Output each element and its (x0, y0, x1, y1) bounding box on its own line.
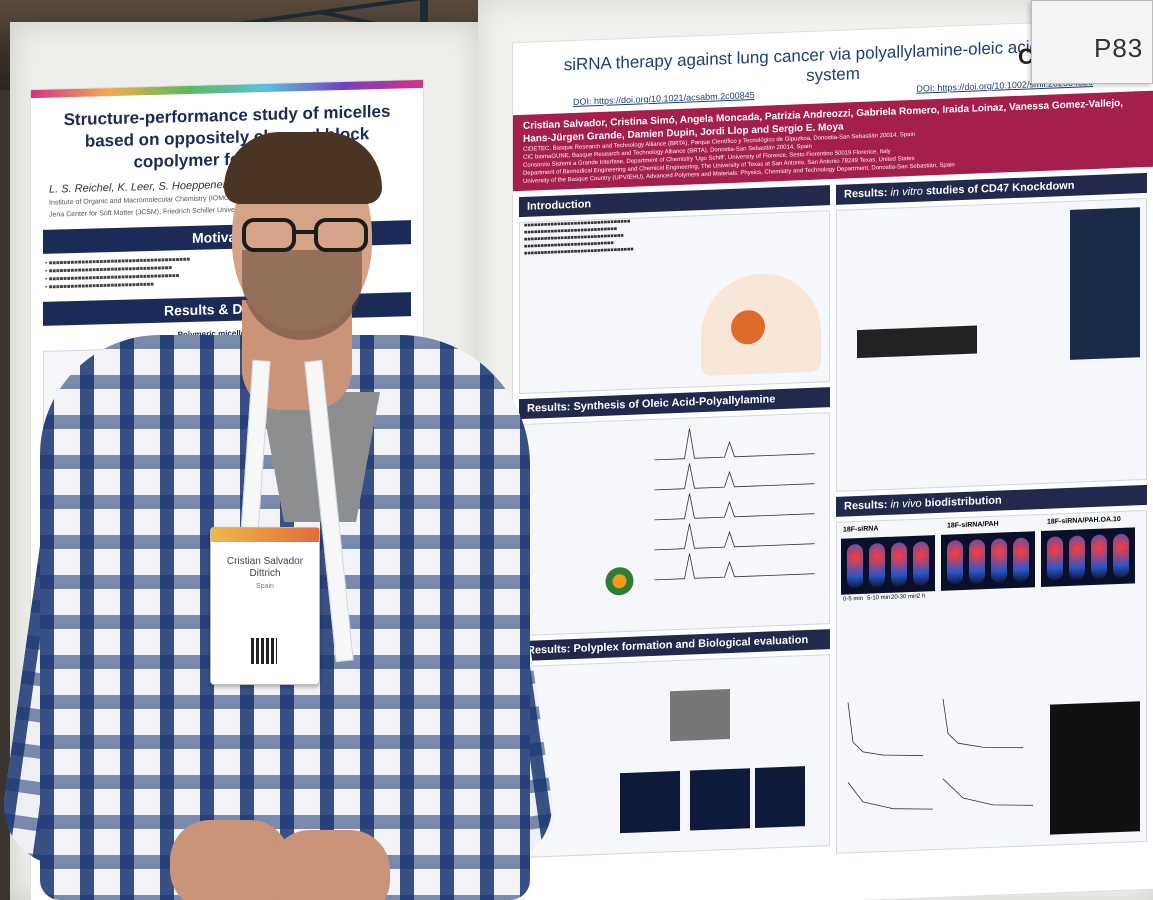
section-emphasis: in vitro (890, 185, 923, 199)
group-label: 18F-siRNA (843, 525, 879, 534)
name-badge: Cristian Salvador Dittrich Spain (210, 527, 320, 685)
cell-illustration (701, 271, 821, 377)
logo-fragment: C (1018, 44, 1034, 69)
badge-name: Cristian Salvador Dittrich (226, 556, 304, 579)
synthesis-panel (519, 412, 830, 637)
mouse-scan (1113, 533, 1129, 579)
mouse-scan (1047, 536, 1063, 581)
knockdown-panel (836, 197, 1147, 492)
mouse-scan (847, 543, 863, 589)
group-label: 18F-siRNA/PAH (947, 520, 999, 530)
polyplex-panel (519, 654, 830, 859)
hair (224, 132, 382, 204)
poster-columns: Introduction ■■■■■■■■■■■■■■■■■■■■■■■■■■■… (513, 167, 1153, 873)
intro-panel: ■■■■■■■■■■■■■■■■■■■■■■■■■■■■■■■■ ■■■■■■■… (519, 210, 830, 395)
pet-ct-image (1050, 701, 1140, 835)
nucleus-illustration (731, 309, 765, 345)
glasses (242, 218, 372, 254)
mouse-scan (913, 541, 929, 586)
fluorescence-image (1070, 207, 1140, 360)
time-label: 5-10 min (867, 594, 891, 602)
right-column: Results: in vitro studies of CD47 Knockd… (836, 172, 1147, 854)
mouse-scan (869, 543, 885, 588)
nmr-spectra-figure (605, 428, 815, 596)
mouse-scan (1091, 534, 1107, 580)
presenter (0, 130, 560, 900)
confocal-image (620, 770, 680, 834)
time-label: 0-5 min (843, 595, 864, 603)
glasses-bridge (294, 230, 316, 234)
right-hand (270, 830, 390, 900)
section-suffix: studies of CD47 Knockdown (925, 179, 1075, 198)
poster-number-tag: P83 (1031, 0, 1153, 84)
section-emphasis: in vivo (890, 497, 922, 511)
mouse-scan (969, 539, 985, 584)
group-label: 18F-siRNA/PAH.OA.10 (1047, 515, 1121, 526)
pet-panel (941, 531, 1035, 591)
poster-number: P83 (1094, 33, 1144, 63)
mouse-scan (1013, 537, 1029, 583)
glasses-lens (242, 218, 296, 252)
mouse-scan (991, 538, 1007, 583)
tem-image (670, 688, 730, 742)
badge-stripe (211, 528, 319, 542)
glasses-lens (314, 218, 368, 252)
pet-panel (841, 535, 935, 595)
mouse-scan (1069, 535, 1085, 580)
western-blot (857, 325, 977, 359)
polyplex-core (612, 574, 627, 589)
time-activity-curves (847, 698, 1034, 810)
confocal-image (755, 766, 805, 828)
mouse-scan (891, 542, 907, 587)
section-prefix: Results: (844, 186, 888, 201)
confocal-image (690, 768, 750, 831)
qr-code-icon (251, 638, 277, 664)
mouse-scan (947, 540, 963, 585)
right-poster: siRNA therapy against lung cancer via po… (512, 17, 1153, 900)
biodistribution-panel: 18F-siRNA 18F-siRNA/PAH 18F-siRNA/PAH.OA… (836, 509, 1147, 854)
section-prefix: Results: (844, 498, 888, 513)
intro-text: ■■■■■■■■■■■■■■■■■■■■■■■■■■■■■■■■ ■■■■■■■… (524, 218, 634, 257)
section-suffix: biodistribution (924, 494, 1002, 510)
time-label: 2 h (917, 593, 926, 600)
time-label: 20-30 min (891, 593, 918, 601)
left-column: Introduction ■■■■■■■■■■■■■■■■■■■■■■■■■■■… (519, 185, 830, 866)
badge-country: Spain (256, 583, 274, 590)
pet-panel (1041, 527, 1135, 588)
